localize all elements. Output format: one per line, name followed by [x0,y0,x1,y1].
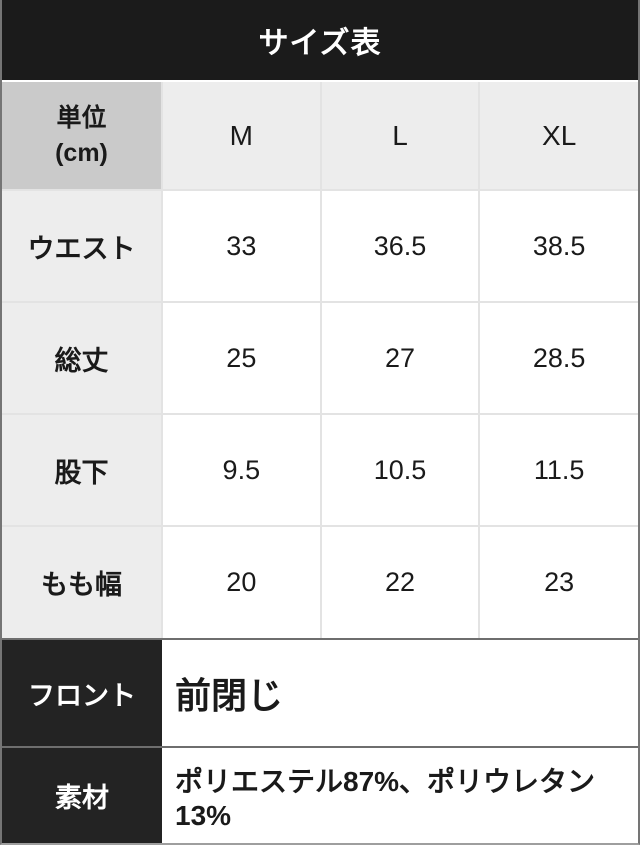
spec-row-material: 素材 ポリエステル87%、ポリウレタン13% [2,748,638,843]
spec-section: フロント 前閉じ 素材 ポリエステル87%、ポリウレタン13% [2,638,638,843]
size-cell: 23 [478,525,638,638]
unit-label: 単位 [56,104,107,132]
size-cell: 11.5 [478,413,638,527]
unit-sublabel: (cm) [55,138,108,167]
row-label: 股下 [2,413,163,527]
spec-value-front: 前閉じ [162,640,638,746]
column-header-xl: XL [478,82,638,191]
row-label: 総丈 [2,301,163,415]
size-cell: 28.5 [478,301,638,415]
spec-label-material: 素材 [2,748,162,843]
column-header-l: L [319,82,481,191]
size-cell: 10.5 [319,413,481,527]
size-cell: 27 [319,301,481,415]
size-table: 単位 (cm) M L XL ウエスト 33 36.5 38.5 総丈 25 2… [2,82,638,638]
table-row-inseam: 股下 9.5 10.5 11.5 [2,413,638,527]
size-table-header-row: 単位 (cm) M L XL [2,82,638,191]
unit-header-cell: 単位 (cm) [2,82,163,191]
spec-label-front: フロント [2,640,162,746]
size-cell: 9.5 [161,413,322,527]
size-cell: 22 [319,525,481,638]
size-cell: 33 [161,189,322,303]
size-cell: 20 [161,525,322,638]
size-cell: 38.5 [478,189,638,303]
table-row-waist: ウエスト 33 36.5 38.5 [2,189,638,303]
spec-value-material: ポリエステル87%、ポリウレタン13% [162,748,638,843]
row-label: もも幅 [2,525,163,638]
row-label: ウエスト [2,189,163,303]
spec-row-front: フロント 前閉じ [2,640,638,748]
table-row-thigh-width: もも幅 20 22 23 [2,525,638,638]
table-row-total-length: 総丈 25 27 28.5 [2,301,638,415]
page-title: サイズ表 [258,27,382,60]
size-cell: 25 [161,301,322,415]
size-cell: 36.5 [319,189,481,303]
title-bar: サイズ表 [2,0,638,80]
column-header-m: M [161,82,322,191]
